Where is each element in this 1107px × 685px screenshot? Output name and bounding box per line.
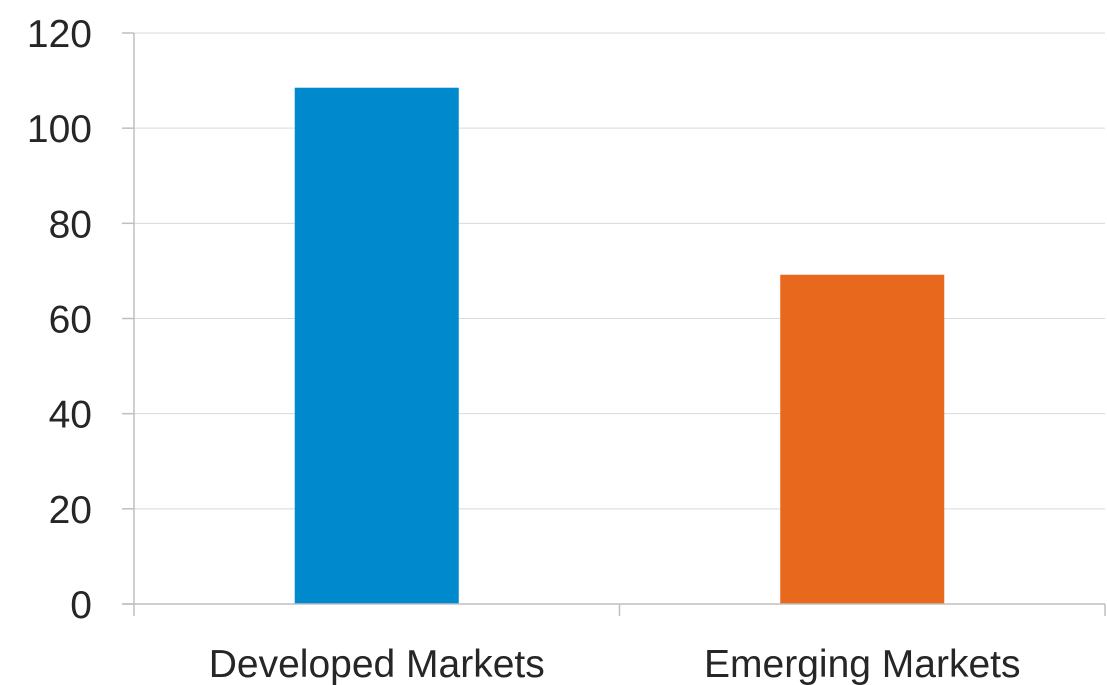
axes xyxy=(122,32,1106,616)
bar-emerging-markets xyxy=(780,274,945,604)
y-tick-label: 40 xyxy=(49,394,92,437)
x-category-label: Emerging Markets xyxy=(704,643,1020,685)
tick-labels: 0 20 40 60 80 100 120 Developed Markets Emerging… xyxy=(27,13,1021,685)
bars xyxy=(294,87,945,605)
gridlines xyxy=(134,32,1105,510)
y-tick-label: 20 xyxy=(49,489,92,532)
y-tick-label: 100 xyxy=(27,108,92,151)
y-tick-label: 120 xyxy=(27,13,92,56)
y-tick-label: 0 xyxy=(70,584,92,627)
bar-developed-markets xyxy=(294,87,459,605)
x-category-label: Developed Markets xyxy=(209,643,545,685)
y-tick-label: 80 xyxy=(49,203,92,246)
y-tick-label: 60 xyxy=(49,299,92,342)
